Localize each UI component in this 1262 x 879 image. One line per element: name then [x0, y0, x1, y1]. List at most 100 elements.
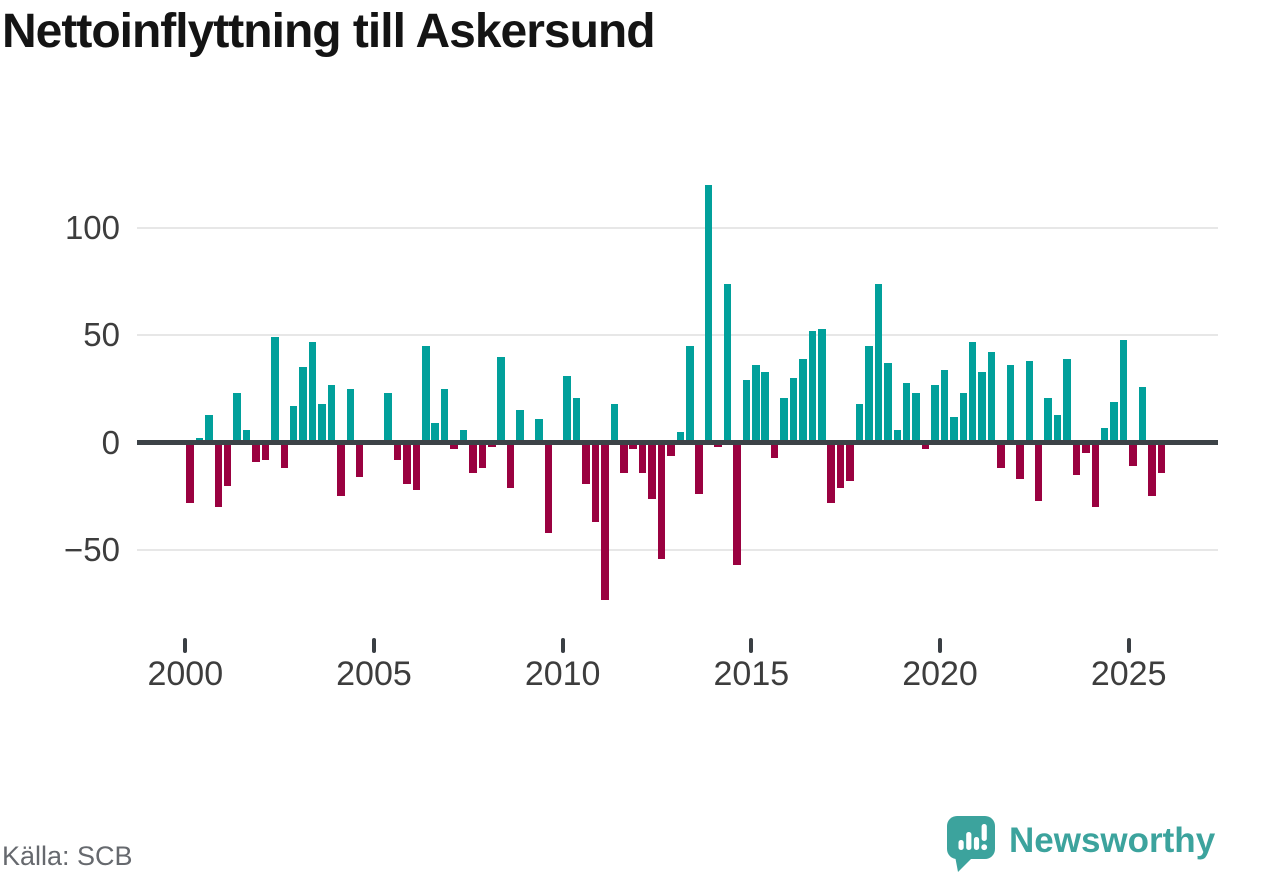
bar-2010-Q2 [572, 397, 581, 443]
x-axis-tick-2005 [371, 638, 376, 653]
bar-2006-Q1 [412, 442, 421, 490]
bar-2015-Q3 [770, 442, 779, 458]
brand-logo: Newsworthy [947, 816, 1215, 874]
newsworthy-logo-icon [947, 816, 995, 872]
y-axis-label--50: −50 [64, 531, 120, 569]
bar-2025-Q4 [1157, 442, 1166, 473]
bar-2010-Q1 [563, 376, 571, 443]
bar-2011-Q4 [629, 442, 637, 450]
bar-2005-Q4 [403, 442, 411, 484]
bar-2020-Q1 [940, 369, 949, 443]
bar-2009-Q2 [535, 419, 543, 443]
bar-2019-Q1 [902, 382, 911, 443]
bar-2001-Q1 [223, 442, 232, 486]
bar-2003-Q3 [318, 404, 326, 443]
bar-2021-Q3 [997, 442, 1005, 469]
source-label: Källa: SCB [2, 841, 133, 871]
bar-2007-Q3 [469, 442, 477, 473]
bar-2017-Q1 [827, 442, 835, 503]
y-axis-label-0: 0 [101, 423, 120, 461]
bar-2024-Q4 [1119, 339, 1128, 443]
bar-2014-Q3 [733, 442, 741, 566]
bar-2019-Q4 [931, 384, 939, 443]
x-axis-tick-2000 [183, 638, 188, 653]
bar-2011-Q1 [601, 442, 609, 600]
bar-2011-Q3 [620, 442, 628, 473]
bar-2022-Q2 [1025, 361, 1034, 443]
bar-2003-Q4 [327, 384, 336, 443]
bar-2013-Q4 [704, 184, 713, 443]
bar-2016-Q3 [808, 330, 817, 443]
bar-2024-Q1 [1091, 442, 1100, 508]
bar-2007-Q2 [459, 429, 468, 443]
bar-2005-Q2 [384, 393, 392, 443]
bar-2012-Q2 [648, 442, 656, 499]
bar-2011-Q2 [610, 404, 619, 443]
bar-2015-Q4 [780, 397, 788, 443]
bar-2023-Q1 [1053, 414, 1062, 443]
bar-2016-Q1 [789, 378, 798, 443]
bar-2004-Q2 [346, 388, 355, 443]
bar-2016-Q2 [799, 358, 807, 443]
bar-2005-Q3 [393, 442, 402, 460]
bar-2019-Q3 [921, 442, 930, 450]
x-axis-label-2015: 2015 [713, 655, 790, 693]
bar-2000-Q1 [186, 442, 194, 503]
bar-2006-Q4 [440, 388, 449, 443]
bar-2006-Q2 [422, 345, 430, 443]
bar-2009-Q3 [544, 442, 553, 533]
bar-2002-Q4 [289, 406, 298, 443]
bar-2002-Q1 [261, 442, 270, 460]
gridline--50 [137, 549, 1218, 552]
x-axis-label-2000: 2000 [147, 655, 224, 693]
bar-2020-Q4 [968, 341, 977, 443]
x-axis-tick-2015 [749, 638, 754, 653]
y-axis-label-100: 100 [64, 208, 120, 246]
bar-2003-Q1 [299, 367, 307, 443]
bar-2012-Q4 [667, 442, 675, 456]
bar-2008-Q4 [516, 410, 524, 443]
bar-2017-Q3 [846, 442, 854, 482]
bar-2000-Q3 [205, 414, 213, 443]
bar-2018-Q2 [874, 283, 883, 443]
bar-2006-Q3 [431, 423, 439, 443]
bar-2012-Q1 [638, 442, 647, 473]
bar-2023-Q2 [1063, 358, 1071, 443]
bar-2001-Q2 [233, 393, 241, 443]
bar-2007-Q4 [478, 442, 487, 469]
x-axis-label-2010: 2010 [524, 655, 601, 693]
bar-2020-Q2 [950, 416, 958, 443]
bar-2004-Q3 [355, 442, 364, 478]
x-axis-tick-2010 [560, 638, 565, 653]
bar-2022-Q1 [1016, 442, 1024, 480]
bar-2013-Q2 [686, 345, 694, 443]
bar-2021-Q2 [987, 352, 996, 443]
bar-2021-Q1 [978, 371, 986, 443]
bar-2024-Q3 [1110, 401, 1118, 443]
bar-2023-Q4 [1082, 442, 1090, 454]
bar-2004-Q1 [337, 442, 345, 497]
bar-2002-Q2 [271, 337, 279, 443]
x-axis-tick-2020 [938, 638, 943, 653]
bar-2010-Q4 [591, 442, 600, 523]
bar-2000-Q4 [214, 442, 223, 508]
chart-title: Nettoinflyttning till Askersund [2, 5, 656, 58]
x-axis-label-2005: 2005 [336, 655, 412, 693]
bar-2007-Q1 [450, 442, 458, 450]
bar-2014-Q4 [742, 380, 751, 443]
bar-2025-Q3 [1148, 442, 1156, 497]
bar-2001-Q4 [252, 442, 260, 463]
bar-2021-Q4 [1006, 365, 1015, 443]
bar-2019-Q2 [912, 393, 920, 443]
gridline-100 [137, 226, 1218, 229]
bar-2017-Q4 [855, 404, 864, 443]
bar-2022-Q3 [1034, 442, 1043, 501]
x-axis-label-2020: 2020 [902, 655, 978, 693]
bar-2017-Q2 [836, 442, 845, 488]
bar-2010-Q3 [582, 442, 590, 484]
bar-2022-Q4 [1044, 397, 1052, 443]
bar-2015-Q2 [761, 371, 769, 443]
bar-2020-Q3 [959, 393, 967, 443]
bar-2001-Q3 [242, 429, 251, 443]
